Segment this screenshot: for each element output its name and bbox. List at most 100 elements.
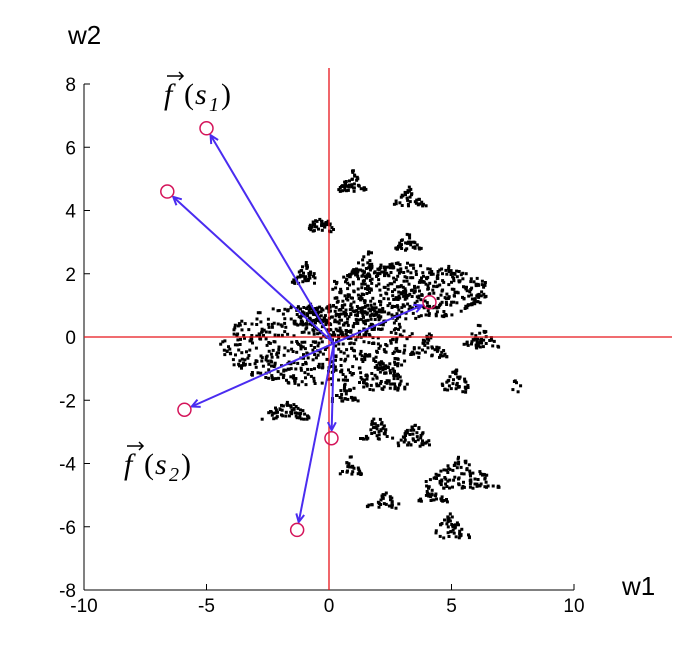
data-point [378, 370, 382, 374]
data-point [515, 381, 518, 385]
data-point [403, 385, 407, 389]
data-point [302, 353, 305, 357]
data-point [404, 293, 408, 297]
data-point [277, 333, 280, 337]
data-point [384, 364, 388, 368]
vector-arrow [173, 197, 335, 345]
data-point [412, 240, 416, 244]
data-point [362, 255, 366, 259]
data-point [399, 379, 403, 383]
data-point [442, 280, 446, 284]
data-point [337, 313, 341, 316]
data-point [346, 469, 349, 473]
data-point [232, 332, 236, 336]
data-point [295, 340, 299, 343]
data-point [394, 506, 398, 510]
data-point [370, 372, 374, 375]
data-point [491, 484, 495, 488]
data-point [385, 379, 389, 383]
data-point [363, 275, 367, 279]
data-point [351, 280, 355, 284]
data-point [331, 287, 335, 291]
data-point [439, 353, 443, 357]
data-point [318, 305, 322, 309]
data-point [463, 377, 467, 381]
data-point [285, 378, 288, 382]
data-point [368, 353, 372, 357]
data-point [290, 408, 294, 412]
data-point [383, 268, 387, 272]
data-point [383, 493, 387, 497]
data-point [379, 303, 383, 307]
data-point [312, 274, 315, 278]
data-point [308, 307, 312, 311]
data-point [315, 225, 319, 229]
data-point [286, 349, 290, 353]
data-point [411, 311, 415, 315]
data-point [395, 316, 399, 320]
data-point [413, 301, 417, 305]
data-point [270, 374, 274, 378]
data-point [369, 267, 372, 271]
data-point [419, 298, 423, 302]
data-point [375, 275, 378, 278]
highlighted-point-marker [422, 294, 437, 310]
data-point [415, 435, 419, 439]
data-point [436, 296, 440, 300]
data-point [461, 390, 465, 394]
data-point [426, 287, 430, 291]
data-point [385, 435, 389, 438]
data-point [386, 283, 390, 287]
data-point [462, 342, 466, 346]
data-point [451, 523, 455, 527]
data-point [402, 294, 406, 298]
data-point [286, 332, 290, 336]
data-point [376, 272, 380, 276]
data-point [359, 187, 363, 191]
data-point [281, 414, 285, 418]
data-point [283, 307, 287, 311]
data-point [452, 271, 456, 275]
data-point [375, 434, 379, 438]
data-point [400, 306, 404, 310]
data-point [457, 270, 461, 273]
data-point [439, 293, 443, 297]
data-point [404, 241, 408, 245]
data-point [301, 265, 304, 269]
data-point [462, 472, 466, 476]
data-point [392, 202, 396, 206]
data-point [307, 309, 311, 313]
data-point [243, 358, 247, 362]
data-point [403, 348, 407, 352]
data-point [284, 410, 288, 414]
data-point [397, 444, 401, 448]
data-point [345, 461, 349, 465]
data-point [299, 344, 303, 348]
data-point [346, 354, 350, 358]
data-point [361, 360, 365, 363]
data-point [237, 348, 241, 352]
data-point [286, 309, 290, 312]
data-point [344, 357, 348, 361]
data-point [373, 309, 377, 313]
data-point [391, 337, 395, 341]
data-point [373, 270, 377, 274]
x-tick-label: -10 [70, 596, 97, 617]
data-point [431, 288, 435, 292]
data-point [451, 468, 455, 472]
data-point [289, 306, 293, 310]
data-point [435, 274, 439, 278]
data-point [400, 243, 403, 247]
data-point [463, 307, 467, 310]
data-point [392, 328, 396, 332]
data-point [298, 273, 302, 277]
data-point [286, 403, 290, 407]
data-point [412, 352, 416, 356]
data-point [274, 406, 277, 410]
data-point [313, 353, 317, 356]
data-point [306, 372, 310, 376]
data-point [407, 189, 411, 193]
data-point [250, 371, 254, 374]
data-point [289, 404, 292, 408]
data-point [404, 289, 408, 293]
